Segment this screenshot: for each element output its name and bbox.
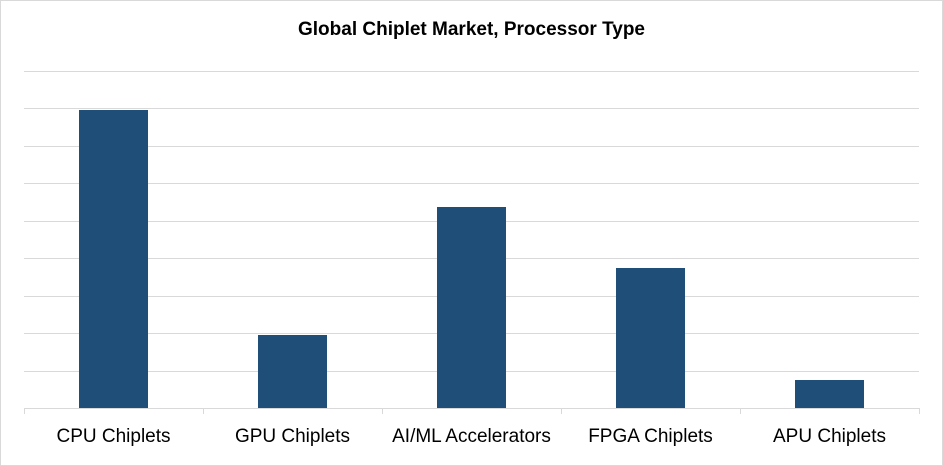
x-axis-tick bbox=[24, 408, 25, 414]
bar-cpu-chiplets[interactable] bbox=[79, 110, 148, 408]
x-axis-tick bbox=[561, 408, 562, 414]
x-axis-label: GPU Chiplets bbox=[234, 426, 351, 447]
x-axis-tick bbox=[740, 408, 741, 414]
x-axis-tick bbox=[919, 408, 920, 414]
x-axis-tick bbox=[382, 408, 383, 414]
gridline bbox=[24, 71, 919, 72]
x-axis-label: APU Chiplets bbox=[773, 426, 886, 447]
plot-area bbox=[24, 71, 920, 414]
x-axis-tick bbox=[203, 408, 204, 414]
bar-fpga-chiplets[interactable] bbox=[616, 267, 685, 408]
bar-gpu-chiplets[interactable] bbox=[258, 334, 327, 408]
x-axis-line bbox=[24, 408, 919, 409]
bar-apu-chiplets[interactable] bbox=[795, 379, 864, 408]
chart-title: Global Chiplet Market, Processor Type bbox=[297, 19, 646, 40]
gridline bbox=[24, 183, 919, 185]
x-axis-label: CPU Chiplets bbox=[56, 426, 171, 447]
gridline bbox=[24, 145, 919, 147]
x-axis-label: AI/ML Accelerators bbox=[392, 426, 551, 447]
gridline bbox=[24, 108, 919, 110]
x-axis-label: FPGA Chiplets bbox=[588, 426, 713, 447]
bar-ai-ml-accelerators[interactable] bbox=[437, 206, 506, 408]
